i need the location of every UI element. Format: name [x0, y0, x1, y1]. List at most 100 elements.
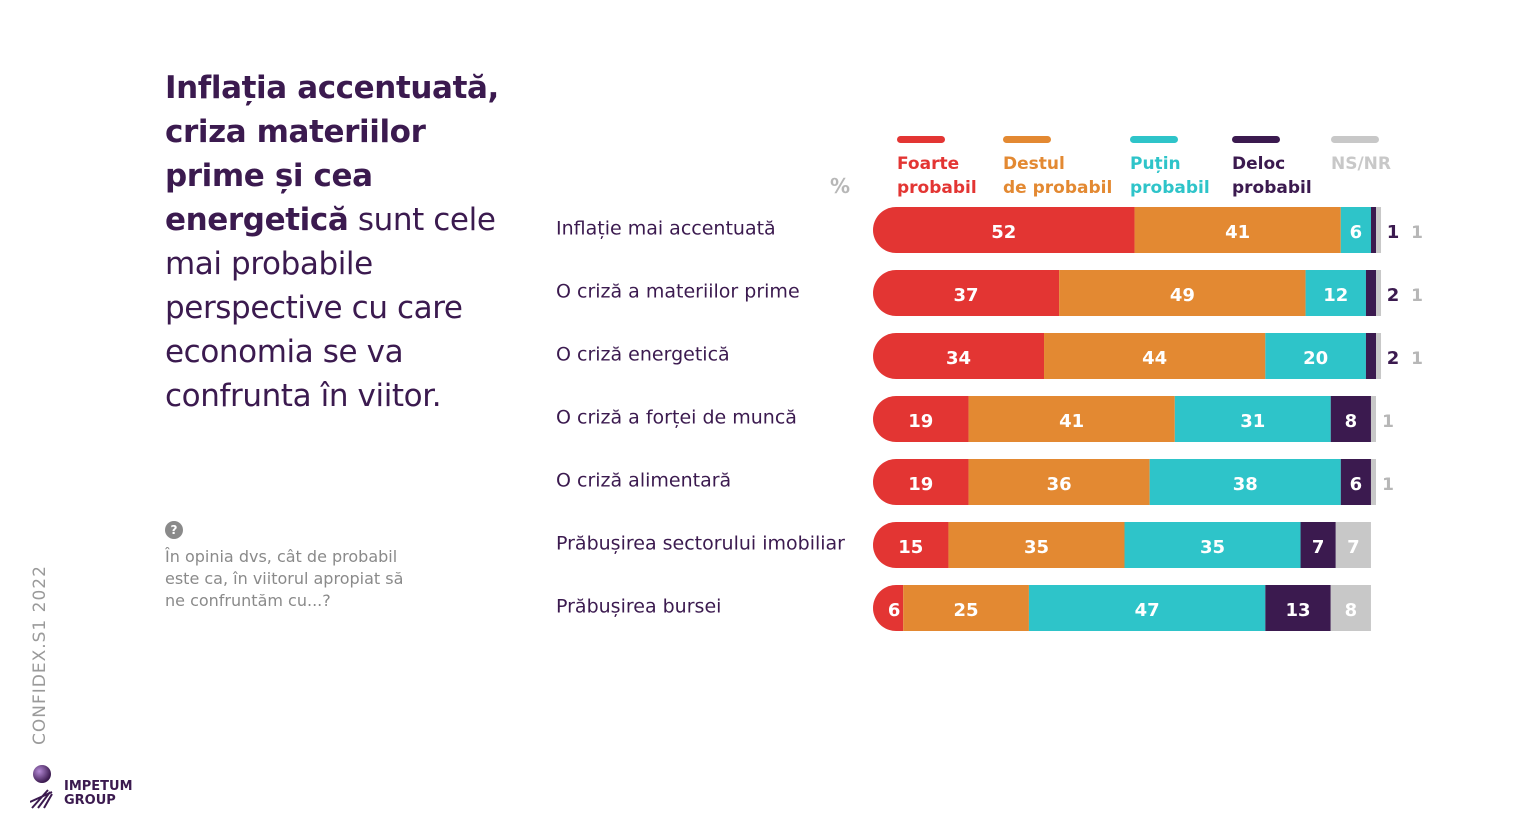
- bar-0-3: [1370, 207, 1376, 253]
- value-label-5-1: 35: [1024, 537, 1049, 558]
- bar-0-4: [1376, 207, 1382, 253]
- value-label-3-4: 1: [1382, 412, 1394, 432]
- value-label-4-4: 1: [1382, 475, 1394, 495]
- value-label-3-2: 31: [1240, 411, 1265, 432]
- bar-6-4: [1330, 585, 1371, 631]
- bar-5-4: [1335, 522, 1371, 568]
- value-label-5-0: 15: [898, 537, 923, 558]
- logo-text: IMPETUM GROUP: [64, 780, 133, 808]
- bar-5-1: [948, 522, 1125, 568]
- value-label-0-1: 41: [1225, 222, 1250, 243]
- value-label-2-0: 34: [946, 348, 971, 369]
- value-label-2-2: 20: [1303, 348, 1328, 369]
- value-label-5-3: 7: [1312, 537, 1325, 558]
- unit-label: %: [830, 174, 850, 198]
- value-label-5-2: 35: [1200, 537, 1225, 558]
- value-label-1-0: 37: [954, 285, 979, 306]
- value-label-0-0: 52: [991, 222, 1016, 243]
- value-label-6-0: 6: [888, 600, 901, 621]
- bar-3-0: [873, 396, 969, 442]
- bar-1-0: [873, 270, 1060, 316]
- bar-5-2: [1124, 522, 1301, 568]
- category-label-1: O criză a materiilor prime: [556, 281, 800, 303]
- value-label-2-3: 2: [1387, 348, 1400, 369]
- bar-0-2: [1340, 207, 1371, 253]
- value-label-2-4: 1: [1411, 349, 1423, 369]
- value-label-3-3: 8: [1345, 411, 1358, 432]
- legend-label-1-1: de probabil: [1003, 178, 1112, 198]
- bar-2-4: [1376, 333, 1382, 379]
- value-label-4-3: 6: [1350, 474, 1363, 495]
- legend-label-3-1: probabil: [1232, 178, 1312, 198]
- bar-6-0: [873, 585, 904, 631]
- logo-sub: GROUP: [64, 793, 116, 808]
- headline: Inflația accentuată, criza materiilor pr…: [165, 66, 525, 418]
- value-label-5-4: 7: [1347, 537, 1360, 558]
- category-label-3: O criză a forței de muncă: [556, 407, 797, 429]
- bar-6-2: [1028, 585, 1266, 631]
- bar-1-1: [1059, 270, 1306, 316]
- bar-2-1: [1044, 333, 1266, 379]
- legend-label-1-0: Destul: [1003, 154, 1065, 174]
- value-label-6-4: 8: [1345, 600, 1358, 621]
- category-label-4: O criză alimentară: [556, 470, 731, 492]
- value-label-1-4: 1: [1411, 286, 1423, 306]
- value-label-2-1: 44: [1142, 348, 1167, 369]
- impetum-logo-icon: [30, 765, 53, 809]
- bar-0-0: [873, 207, 1135, 253]
- legend-swatch-1: [1003, 136, 1051, 143]
- legend-label-0-1: probabil: [897, 178, 977, 198]
- legend-swatch-2: [1130, 136, 1178, 143]
- bar-3-4: [1370, 396, 1376, 442]
- value-label-0-4: 1: [1411, 223, 1423, 243]
- value-label-4-0: 19: [908, 474, 933, 495]
- bar-3-3: [1330, 396, 1371, 442]
- legend-label-4-0: NS/NR: [1331, 154, 1391, 174]
- bar-4-1: [968, 459, 1150, 505]
- value-label-0-3: 1: [1387, 222, 1400, 243]
- legend-swatch-4: [1331, 136, 1379, 143]
- category-label-2: O criză energetică: [556, 344, 730, 366]
- category-label-5: Prăbușirea sectorului imobiliar: [556, 533, 845, 555]
- value-label-4-2: 38: [1233, 474, 1258, 495]
- bar-1-4: [1376, 270, 1382, 316]
- legend-swatch-0: [897, 136, 945, 143]
- value-label-1-1: 49: [1170, 285, 1195, 306]
- category-label-6: Prăbușirea bursei: [556, 596, 721, 618]
- value-label-6-3: 13: [1286, 600, 1311, 621]
- bar-4-2: [1149, 459, 1341, 505]
- bar-3-1: [968, 396, 1175, 442]
- bar-2-3: [1365, 333, 1376, 379]
- bar-2-0: [873, 333, 1045, 379]
- bar-2-2: [1265, 333, 1366, 379]
- value-label-3-1: 41: [1059, 411, 1084, 432]
- category-label-0: Inflație mai accentuată: [556, 218, 776, 240]
- bar-0-1: [1134, 207, 1341, 253]
- bar-3-2: [1174, 396, 1331, 442]
- value-label-4-1: 36: [1047, 474, 1072, 495]
- bar-1-3: [1365, 270, 1376, 316]
- bar-4-4: [1370, 459, 1376, 505]
- legend-label-0-0: Foarte: [897, 154, 959, 174]
- question-text: În opinia dvs, cât de probabil este ca, …: [165, 547, 404, 610]
- value-label-1-2: 12: [1323, 285, 1348, 306]
- value-label-0-2: 6: [1350, 222, 1363, 243]
- bar-6-3: [1265, 585, 1331, 631]
- legend-label-3-0: Deloc: [1232, 154, 1285, 174]
- bar-6-1: [903, 585, 1029, 631]
- question-mark-icon: ?: [165, 521, 183, 539]
- value-label-1-3: 2: [1387, 285, 1400, 306]
- value-label-3-0: 19: [908, 411, 933, 432]
- bar-4-3: [1340, 459, 1371, 505]
- headline-bold: Inflația accentuată, criza materiilor pr…: [165, 70, 499, 238]
- bar-5-3: [1300, 522, 1336, 568]
- headline-regular: sunt cele mai probabile perspective cu c…: [165, 202, 496, 414]
- value-label-6-1: 25: [954, 600, 979, 621]
- value-label-6-2: 47: [1135, 600, 1160, 621]
- legend-label-2-0: Puțin: [1130, 154, 1181, 174]
- bar-4-0: [873, 459, 969, 505]
- bar-1-2: [1305, 270, 1366, 316]
- legend-swatch-3: [1232, 136, 1280, 143]
- legend-label-2-1: probabil: [1130, 178, 1210, 198]
